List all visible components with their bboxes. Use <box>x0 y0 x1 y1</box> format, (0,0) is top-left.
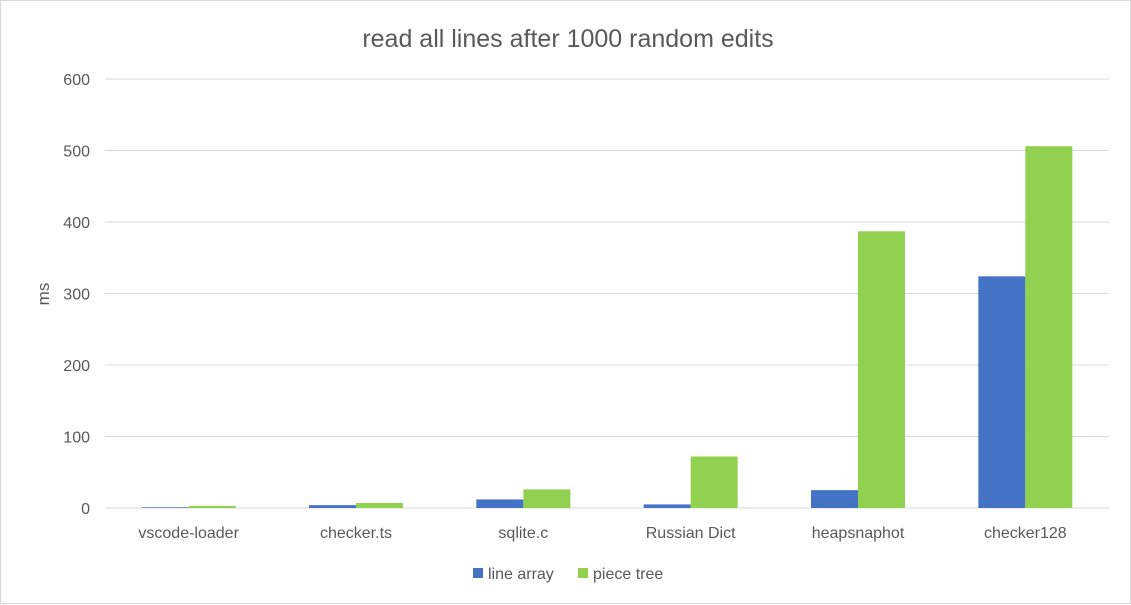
bar-piece-tree-checker128 <box>1025 146 1073 508</box>
legend-label: piece tree <box>593 566 663 583</box>
y-tick-label: 300 <box>63 287 90 304</box>
x-tick-labels: vscode-loader checker.ts sqlite.c Russian D… <box>138 525 1066 542</box>
y-tick-label: 500 <box>63 144 90 161</box>
y-tick-label: 400 <box>63 215 90 232</box>
bar-line-array-vscode-loader <box>141 507 189 508</box>
bars <box>141 146 1073 509</box>
x-tick-label: sqlite.c <box>498 525 548 542</box>
bar-line-array-checker-ts <box>309 505 356 508</box>
x-tick-label: heapsnaphot <box>812 525 905 542</box>
y-tick-label: 100 <box>63 430 90 447</box>
y-tick-label: 600 <box>63 72 90 89</box>
y-tick-labels: 0 100 200 300 400 500 600 <box>63 72 90 518</box>
x-tick-label: Russian Dict <box>646 525 736 542</box>
legend-swatch <box>578 568 588 578</box>
legend-label: line array <box>488 566 554 583</box>
chart-title: read all lines after 1000 random edits <box>362 25 773 53</box>
x-tick-label: vscode-loader <box>138 525 239 542</box>
x-tick-label: checker.ts <box>320 525 392 542</box>
bar-line-array-heapsnaphot <box>811 490 858 508</box>
y-axis-label: ms <box>34 283 53 306</box>
bar-piece-tree-sqlite-c <box>523 489 571 508</box>
bar-piece-tree-heapsnaphot <box>858 231 905 509</box>
x-tick-label: checker128 <box>984 525 1067 542</box>
y-tick-label: 0 <box>81 501 90 518</box>
bar-piece-tree-checker-ts <box>356 502 403 508</box>
legend: line array piece tree <box>473 566 663 583</box>
bar-line-array-checker128 <box>978 276 1026 508</box>
bar-piece-tree-vscode-loader <box>188 505 236 508</box>
bar-line-array-sqlite-c <box>476 499 524 508</box>
legend-swatch <box>473 568 483 578</box>
bar-piece-tree-russian-dict <box>690 456 738 508</box>
bar-line-array-russian-dict <box>643 504 691 508</box>
y-tick-label: 200 <box>63 358 90 375</box>
gridlines <box>105 78 1109 509</box>
